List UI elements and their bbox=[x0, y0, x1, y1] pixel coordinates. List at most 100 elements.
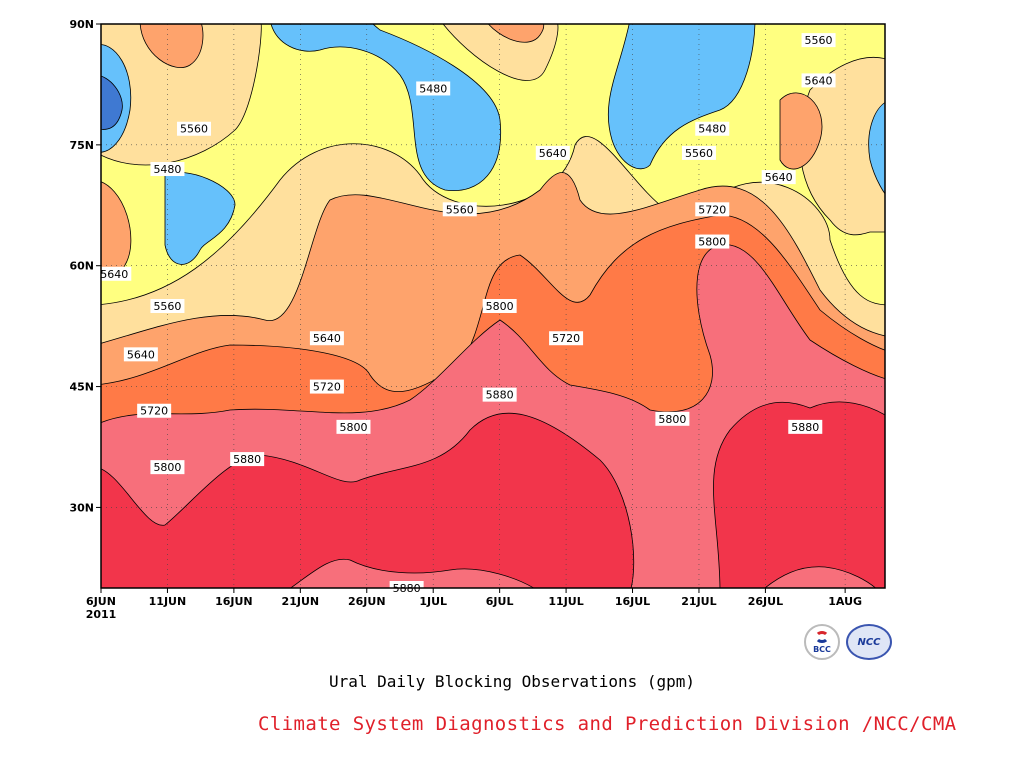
y-tick-label: 30N bbox=[69, 501, 94, 514]
contour-label-text: 5560 bbox=[180, 123, 208, 136]
contour-label-box bbox=[137, 403, 172, 418]
contour-label-box bbox=[535, 145, 570, 160]
band-below-5400 bbox=[101, 75, 123, 130]
contour-label-box bbox=[801, 73, 836, 88]
x-tick-label: 1JUL bbox=[419, 595, 447, 608]
contour-label-box bbox=[309, 331, 344, 346]
contour-label-text: 5640 bbox=[313, 332, 341, 345]
contour-label-box bbox=[150, 460, 185, 475]
contour-label-text: 5800 bbox=[339, 421, 367, 434]
contour-label-text: 5720 bbox=[698, 203, 726, 216]
contour-label-box bbox=[416, 81, 451, 96]
x-axis: 6JUN 11JUN 16JUN 21JUN 26JUN 1JUL 6JUL 11JUL 16J… bbox=[86, 588, 862, 621]
contour-label: 5800 bbox=[336, 419, 371, 434]
x-tick-label: 21JUN bbox=[282, 595, 320, 608]
contour-label: 5800 bbox=[150, 460, 185, 475]
x-tick-label: 16JUN bbox=[215, 595, 253, 608]
contour-label-text: 5560 bbox=[446, 203, 474, 216]
contour-label: 5640 bbox=[535, 145, 570, 160]
contour-label: 5800 bbox=[695, 234, 730, 249]
contour-label: 5720 bbox=[695, 202, 730, 217]
contour-label: 5880 bbox=[230, 452, 265, 467]
x-tick-label: 6JUN bbox=[86, 595, 116, 608]
band-5400-5480-east bbox=[868, 102, 885, 195]
contour-label-box bbox=[761, 170, 796, 185]
chart-subtitle: Ural Daily Blocking Observations (gpm) bbox=[328, 672, 696, 691]
ncc-logo-icon: NCC bbox=[846, 624, 892, 660]
grid-lines bbox=[101, 24, 885, 588]
contour-label-box bbox=[442, 202, 477, 217]
x-tick-label: 26JUN bbox=[348, 595, 386, 608]
contour-label-text: 5800 bbox=[658, 413, 686, 426]
x-tick-label: 16JUL bbox=[615, 595, 650, 608]
contour-label: 5720 bbox=[137, 403, 172, 418]
contour-label-text: 5480 bbox=[698, 123, 726, 136]
band-5640-5720-nw bbox=[139, 24, 204, 68]
contour-label-text: 5560 bbox=[805, 34, 833, 47]
contour-fills bbox=[101, 24, 885, 588]
contour-label-box bbox=[230, 452, 265, 467]
contour-label-box bbox=[655, 411, 690, 426]
plot-frame bbox=[100, 23, 886, 589]
contour-label-box bbox=[788, 419, 823, 434]
contour-label: 5640 bbox=[123, 347, 158, 362]
band-5640-5720-w bbox=[101, 181, 132, 280]
contour-label: 5880 bbox=[788, 419, 823, 434]
band-5640-5720-n bbox=[487, 24, 545, 43]
contour-label-box bbox=[695, 202, 730, 217]
contour-label: 5560 bbox=[801, 33, 836, 48]
x-tick-label: 26JUL bbox=[748, 595, 783, 608]
contour-label-box bbox=[150, 162, 185, 177]
contour-label-text: 5640 bbox=[805, 74, 833, 87]
contour-label: 5720 bbox=[309, 379, 344, 394]
contour-label-box bbox=[801, 33, 836, 48]
contour-label-text: 5800 bbox=[698, 236, 726, 249]
contour-label-text: 5560 bbox=[685, 147, 713, 160]
contour-label-text: 5640 bbox=[100, 268, 128, 281]
contour-label-box bbox=[695, 234, 730, 249]
contour-label-text: 5880 bbox=[791, 421, 819, 434]
contour-label: 5800 bbox=[655, 411, 690, 426]
contour-label: 5560 bbox=[442, 202, 477, 217]
y-tick-label: 60N bbox=[69, 260, 94, 273]
x-tick-label: 11JUN bbox=[149, 595, 187, 608]
contour-label-text: 5640 bbox=[765, 171, 793, 184]
contour-label-text: 5880 bbox=[233, 453, 261, 466]
contour-label-box bbox=[97, 266, 132, 281]
contour-label: 5640 bbox=[309, 331, 344, 346]
contour-label-text: 5480 bbox=[419, 82, 447, 95]
contour-label: 5480 bbox=[416, 81, 451, 96]
band-5400-5480-ne bbox=[607, 24, 756, 170]
band-above-5880-west bbox=[101, 412, 635, 588]
x-tick-label: 21JUL bbox=[681, 595, 716, 608]
contour-label-box bbox=[695, 121, 730, 136]
contour-label: 5640 bbox=[97, 266, 132, 281]
contour-label-text: 5640 bbox=[539, 147, 567, 160]
contour-label-text: 5480 bbox=[153, 163, 181, 176]
contour-label: 5720 bbox=[549, 331, 584, 346]
contour-label-text: 5640 bbox=[127, 348, 155, 361]
x-tick-label: 11JUL bbox=[548, 595, 583, 608]
contour-label-text: 5800 bbox=[153, 461, 181, 474]
band-5400-5480-north bbox=[270, 24, 502, 192]
contour-label: 5800 bbox=[482, 299, 517, 313]
x-tick-label: 6JUL bbox=[486, 595, 514, 608]
contour-label-box bbox=[177, 121, 212, 136]
band-5800-5880-se bbox=[764, 566, 877, 588]
contour-label: 5480 bbox=[150, 162, 185, 177]
contour-label: 5640 bbox=[761, 170, 796, 185]
contour-label-box bbox=[482, 387, 517, 402]
credit-line: Climate System Diagnostics and Predictio… bbox=[258, 713, 957, 735]
contour-label-box bbox=[336, 419, 371, 434]
contour-label-box bbox=[123, 347, 158, 362]
contour-label: 5560 bbox=[681, 145, 716, 160]
x-tick-year: 2011 bbox=[86, 608, 117, 621]
y-tick-label: 75N bbox=[69, 139, 94, 152]
contour-label-text: 5800 bbox=[486, 300, 514, 313]
y-tick-label: 90N bbox=[69, 18, 94, 31]
contour-label: 5880 bbox=[482, 387, 517, 402]
contour-label-text: 5720 bbox=[140, 405, 168, 418]
contour-label-box bbox=[150, 299, 185, 313]
contour-label: 5560 bbox=[150, 299, 185, 313]
